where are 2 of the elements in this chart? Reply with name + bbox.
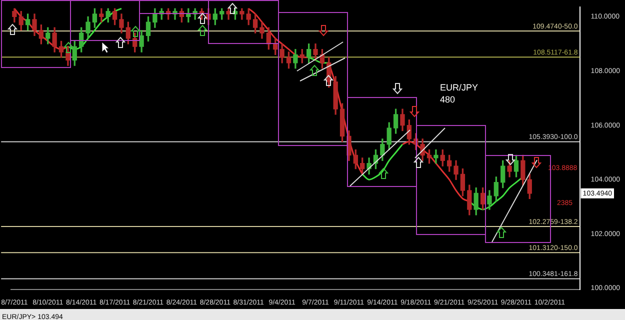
annotation: 480 — [440, 94, 456, 104]
annotation: EUR/JPY — [440, 82, 478, 92]
